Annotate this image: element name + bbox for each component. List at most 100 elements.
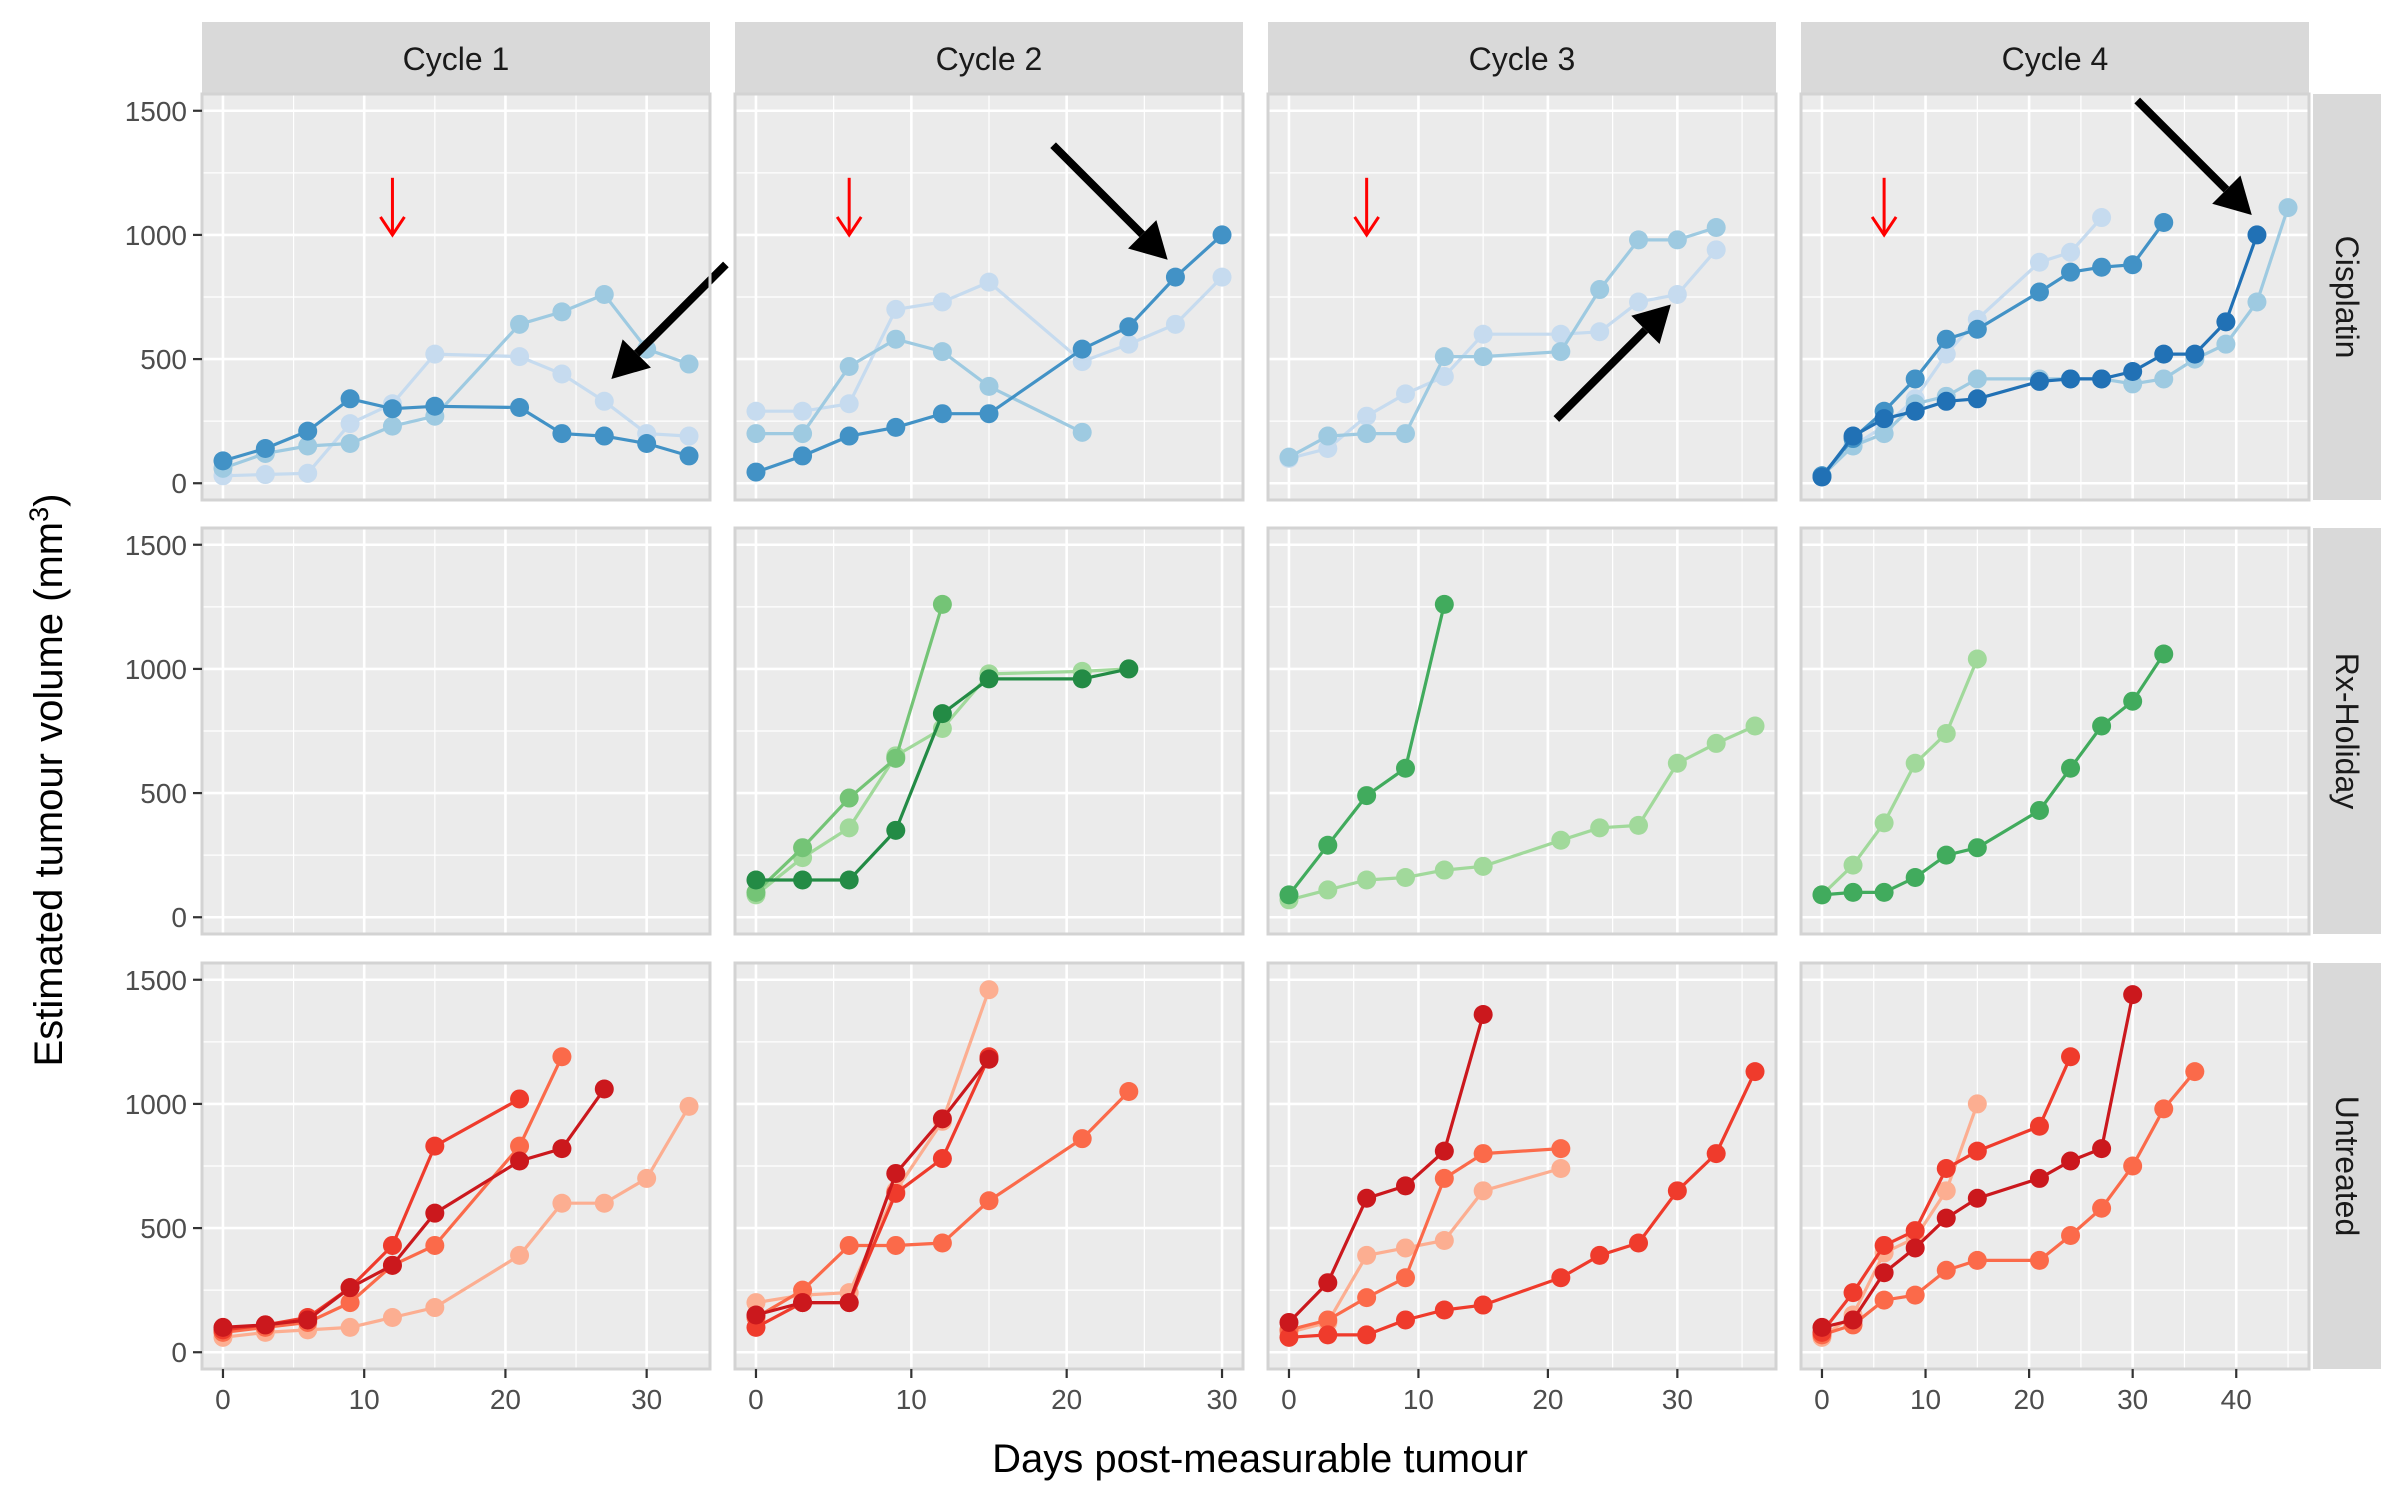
series-line [1821,994,2135,1329]
y-axis-title-sup: 3 [24,507,54,522]
data-point [382,1235,402,1255]
data-point [2061,1226,2081,1246]
col-strip-label: Cycle 1 [403,41,510,77]
data-point [1590,322,1610,342]
data-point [1551,1268,1571,1288]
data-point [979,272,999,292]
data-point [1212,267,1232,287]
black-arrow-shaft [2134,97,2230,193]
data-point [2092,1198,2112,1218]
data-point [2123,255,2143,275]
panel-border [733,961,1245,1371]
black-arrow-head [2212,175,2252,216]
data-point [1874,813,1894,833]
data-point [1843,1310,1863,1330]
data-point [886,748,906,768]
data-point [793,401,813,421]
data-point [1357,1288,1377,1308]
data-point [932,404,952,424]
data-point [1279,885,1299,905]
data-point [1357,1188,1377,1208]
panel [1266,92,1778,502]
data-point [2029,800,2049,820]
panel [733,92,1245,502]
data-point [793,424,813,444]
data-point [594,285,614,305]
data-point [979,404,999,424]
y-axis-title-main: Estimated tumour volume (mm [27,522,71,1067]
data-point [1936,1158,1956,1178]
data-point [1395,384,1415,404]
x-tick-label: 30 [2117,1384,2148,1415]
data-point [1843,426,1863,446]
panel-border [733,526,1245,936]
data-point [1843,855,1863,875]
data-point [886,299,906,319]
data-point [1119,1082,1139,1102]
data-point [2123,985,2143,1005]
data-point [839,1293,859,1313]
x-tick-label: 10 [1403,1384,1434,1415]
data-point [1279,1327,1299,1347]
data-point [1395,1310,1415,1330]
data-point [2185,1062,2205,1082]
data-point [2061,1047,2081,1067]
data-point [340,414,360,434]
data-point [298,421,318,441]
data-point [637,434,657,454]
data-point [1395,1268,1415,1288]
data-point [552,302,572,322]
x-tick-label: 30 [1662,1384,1693,1415]
data-point [1357,1245,1377,1265]
panel-border [1799,92,2311,502]
black-arrow-head [611,339,651,379]
data-point [1905,369,1925,389]
panel-border [200,92,712,502]
data-point [1072,669,1092,689]
data-point [1395,424,1415,444]
y-tick-label: 500 [140,778,187,809]
data-point [2029,282,2049,302]
data-point [1629,230,1649,250]
data-point [932,594,952,614]
data-point [2029,252,2049,272]
data-point [1434,1300,1454,1320]
x-tick-label: 20 [2014,1384,2045,1415]
data-point [932,292,952,312]
x-tick-label: 30 [1206,1384,1237,1415]
data-point [1812,885,1832,905]
data-point [1629,815,1649,835]
data-point [510,1136,530,1156]
data-point [552,364,572,384]
data-point [1706,217,1726,237]
data-point [1279,1312,1299,1332]
y-tick-label: 1500 [125,530,187,561]
data-point [839,426,859,446]
panel-border [1266,92,1778,502]
data-point [552,1139,572,1159]
data-point [382,1255,402,1275]
data-point [255,465,275,485]
data-point [1473,347,1493,367]
data-point [298,436,318,456]
data-point [340,1317,360,1337]
data-point [510,347,530,367]
data-point [1967,319,1987,339]
data-point [340,389,360,409]
black-arrow-head [1128,220,1168,260]
panel: 0 500 1000 1500 [125,92,729,502]
y-tick-label: 0 [171,468,187,499]
data-point [1967,838,1987,858]
data-point [979,669,999,689]
data-point [1936,723,1956,743]
data-point [1812,467,1832,487]
data-point [2092,716,2112,736]
data-point [839,818,859,838]
x-tick-label: 30 [631,1384,662,1415]
data-point [1667,285,1687,305]
data-point [1874,409,1894,429]
data-point [1551,1158,1571,1178]
panel-border [200,526,712,936]
data-point [1318,1273,1338,1293]
